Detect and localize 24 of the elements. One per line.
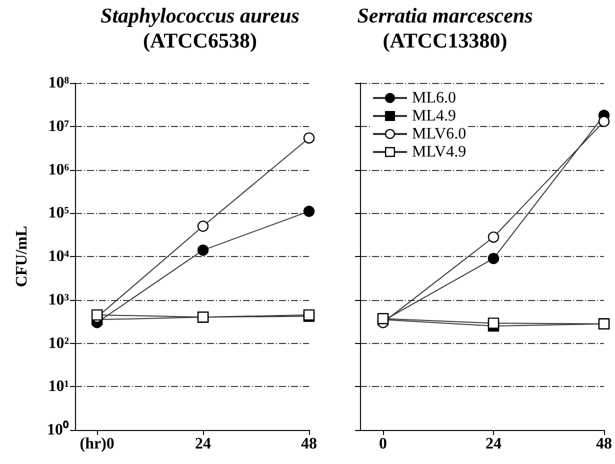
- y-tick-label: 10⁶: [48, 161, 70, 178]
- legend-label: MLV6.0: [412, 126, 466, 142]
- x-tick-label: 24: [486, 436, 502, 452]
- legend-label: MLV4.9: [412, 144, 466, 160]
- chart-title: Staphylococcus aureus: [100, 4, 300, 28]
- x-tick-label: 0: [379, 436, 388, 452]
- y-tick-label: 10¹: [48, 378, 70, 396]
- y-axis-title: CFU/mL: [14, 226, 30, 288]
- legend-label: ML4.9: [412, 108, 456, 124]
- y-tick-label: 10⁷: [48, 118, 70, 135]
- y-tick-label: 10⁴: [48, 248, 70, 265]
- y-tick-label: 10⁵: [48, 204, 70, 222]
- legend-label: ML6.0: [412, 90, 456, 106]
- x-tick-label: 24: [195, 436, 212, 452]
- y-tick-label: 10⁸: [48, 74, 70, 92]
- x-tick-label: 48: [596, 436, 612, 452]
- x-tick-label: (hr)0: [80, 436, 114, 452]
- y-tick-label: 10²: [48, 334, 70, 352]
- chart-title: Serratia marcescens: [357, 4, 533, 28]
- chart-subtitle: (ATCC6538): [143, 28, 257, 52]
- y-tick-label: 10⁰: [47, 420, 69, 438]
- y-tick-label: 10³: [48, 291, 70, 308]
- chart-subtitle: (ATCC13380): [382, 28, 508, 52]
- x-tick-label: 48: [301, 436, 317, 452]
